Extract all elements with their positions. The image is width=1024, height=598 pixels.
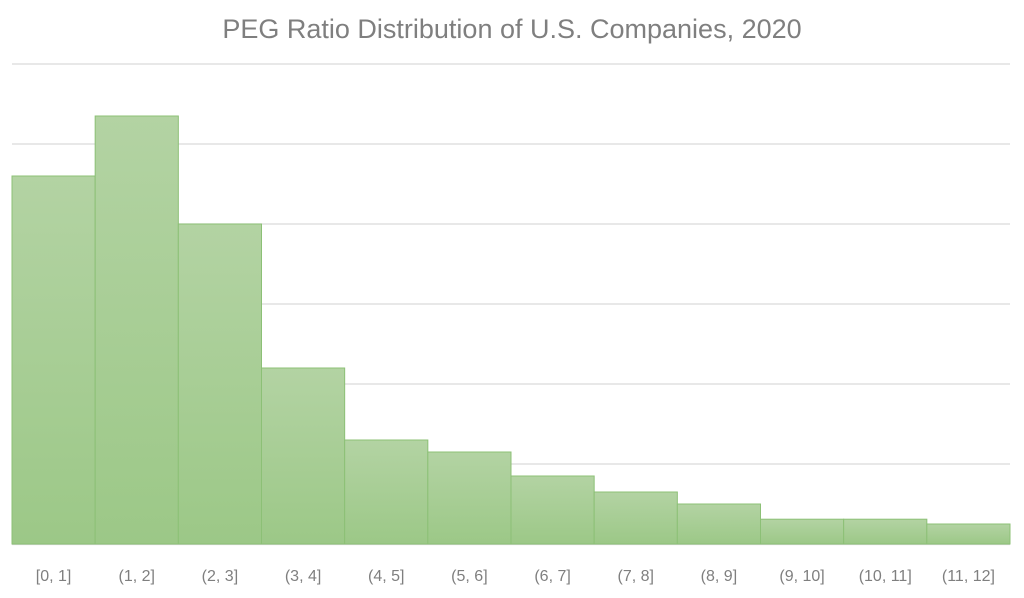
chart-title: PEG Ratio Distribution of U.S. Companies… [222,14,802,44]
x-tick-label-1: (1, 2] [119,568,155,585]
bar-8 [676,503,761,545]
x-tick-label-2: (2, 3] [202,568,238,585]
bar-1 [94,115,179,545]
x-tick-label-0: [0, 1] [36,568,72,585]
x-tick-label-4: (4, 5] [368,568,404,585]
bar-5 [427,451,512,545]
x-tick-label-5: (5, 6] [451,568,487,585]
bar-0 [11,175,96,545]
bar-7 [593,491,678,545]
x-tick-label-8: (8, 9] [701,568,737,585]
bar-10 [843,518,928,545]
x-tick-label-9: (9, 10] [779,568,824,585]
x-tick-label-3: (3, 4] [285,568,321,585]
x-tick-label-6: (6, 7] [534,568,570,585]
bar-9 [760,518,845,545]
x-tick-label-11: (11, 12] [942,568,995,585]
x-tick-label-10: (10, 11] [859,568,912,585]
bar-2 [177,223,262,545]
bars [11,115,1011,545]
x-axis-tick-labels: [0, 1] (1, 2] (2, 3] (3, 4] (4, 5] (5, 6] (6, … [36,568,995,585]
bar-6 [510,475,595,545]
x-tick-label-7: (7, 8] [618,568,654,585]
bar-11 [926,523,1011,545]
bar-3 [261,367,346,545]
bar-4 [344,439,429,545]
